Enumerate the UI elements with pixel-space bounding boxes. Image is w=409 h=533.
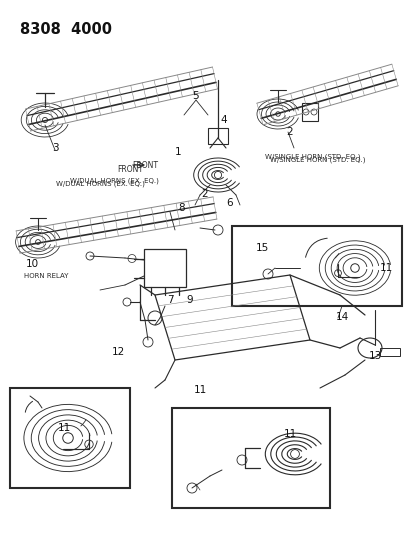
Text: 14: 14 [335, 312, 348, 322]
Text: 6: 6 [226, 198, 233, 208]
Text: 1: 1 [174, 147, 181, 157]
Text: 8: 8 [178, 203, 185, 213]
Text: W/SINGLE HORN (STD. EQ.): W/SINGLE HORN (STD. EQ.) [264, 153, 360, 159]
Text: 9: 9 [186, 295, 193, 305]
Bar [207, 128, 227, 144]
Text: FRONT: FRONT [132, 161, 157, 170]
Text: 2: 2 [201, 189, 208, 199]
Text: 7: 7 [166, 295, 173, 305]
Bar [144, 249, 186, 287]
Text: 13: 13 [367, 351, 381, 361]
Text: W/DUAL HORNS (EX. EQ.): W/DUAL HORNS (EX. EQ.) [56, 181, 144, 187]
Text: HORN RELAY: HORN RELAY [24, 273, 68, 279]
Text: 10: 10 [25, 259, 38, 269]
Text: 12: 12 [111, 347, 124, 357]
Bar [172, 408, 329, 508]
Text: 11: 11 [378, 263, 392, 273]
Text: 4: 4 [220, 115, 227, 125]
Text: 3: 3 [52, 143, 58, 153]
Text: FRONT: FRONT [117, 166, 143, 174]
Text: 11: 11 [57, 423, 70, 433]
Bar [379, 348, 399, 356]
Text: W/SINGLE HORN (STD. EQ.): W/SINGLE HORN (STD. EQ.) [270, 157, 365, 163]
Text: 8308  4000: 8308 4000 [20, 22, 112, 37]
Bar [10, 388, 130, 488]
Bar [301, 103, 317, 121]
Text: 11: 11 [283, 429, 296, 439]
Text: W/DUAL HORNS (EX. EQ.): W/DUAL HORNS (EX. EQ.) [70, 177, 159, 183]
Text: 5: 5 [192, 91, 199, 101]
Text: 2: 2 [286, 127, 292, 137]
Text: 11: 11 [193, 385, 206, 395]
Text: 15: 15 [255, 243, 268, 253]
Bar [231, 226, 401, 306]
